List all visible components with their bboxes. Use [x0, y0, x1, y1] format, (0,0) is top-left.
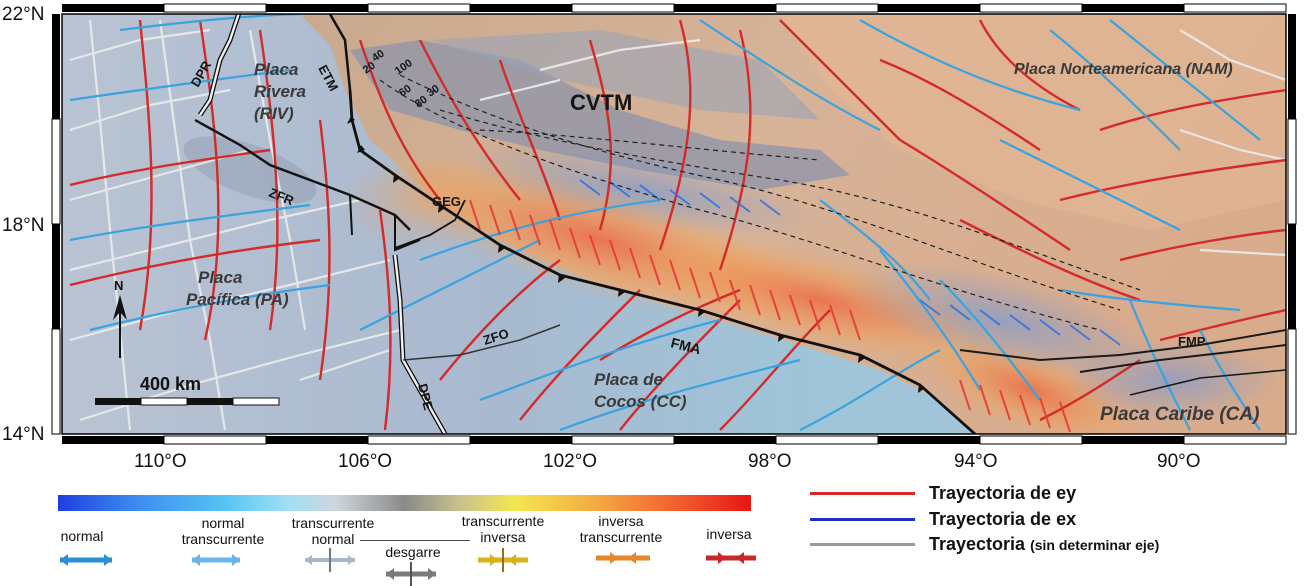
ey-trajectories — [69, 19, 1286, 431]
normal-arrow-icon — [60, 554, 112, 566]
label-rivera-1: Placa — [254, 60, 298, 79]
lon-label-102o: 102°O — [543, 451, 598, 472]
regime-label-inversa-transcurrente: inversa transcurrente — [579, 513, 663, 545]
inversa-transcurrente-arrow-icon — [596, 552, 650, 564]
label-caribe: Placa Caribe (CA) — [1100, 404, 1259, 425]
transcurrente-inversa-arrow-icon — [478, 548, 528, 572]
label-pacifica-2: Pacífica (PA) — [186, 290, 289, 309]
scale-bar: 400 km — [95, 374, 280, 406]
regime-label-inversa: inversa — [706, 526, 752, 542]
fmp-fault-2 — [1079, 344, 1286, 373]
lon-label-110o: 110°O — [134, 451, 187, 472]
undetermined-label-main: Trayectoria — [929, 533, 1026, 554]
contour-label-40: 40 — [370, 48, 387, 65]
ex-line-swatch — [810, 517, 915, 521]
label-cocos-1: Placa de — [594, 370, 663, 389]
lon-label-94o: 94°O — [954, 451, 998, 472]
contour-label-80: 80 — [413, 94, 430, 111]
legend-row-ex: Trayectoria de ex — [810, 506, 1076, 532]
scale-label: 400 km — [140, 374, 201, 394]
lon-label-90o: 90°O — [1157, 451, 1201, 472]
label-fmp: FMP — [1178, 334, 1206, 349]
compressive-indicators — [469, 199, 1071, 433]
extensional-indicators — [579, 179, 1121, 346]
undetermined-label: Trayectoria (sin determinar eje) — [929, 534, 1159, 555]
map-panel: 22°N 18°N 14°N 110°O 106°O 102°O 98°O 94… — [2, 3, 1297, 472]
dpr-ridge — [199, 14, 240, 116]
ex-label: Trayectoria de ex — [929, 508, 1077, 529]
north-arrow-icon: N — [113, 278, 127, 358]
label-cvtm: CVTM — [570, 90, 632, 115]
label-norteamericana: Placa Norteamericana (NAM) — [1014, 61, 1233, 78]
label-rivera-3: (RIV) — [254, 104, 294, 123]
regime-label-desgarre: desgarre — [385, 544, 441, 560]
undetermined-label-note: (sin determinar eje) — [1030, 536, 1160, 553]
regime-color-bar — [58, 495, 751, 511]
slab-depth-contours — [379, 74, 1141, 331]
label-rivera-2: Rivera — [254, 82, 306, 101]
frame-ticks — [51, 3, 1297, 445]
legend-row-ey: Trayectoria de ey — [810, 480, 1076, 506]
undetermined-line-swatch — [810, 542, 915, 546]
label-fma: FMA — [669, 334, 702, 357]
legend-row-undetermined: Trayectoria (sin determinar eje) — [810, 531, 1159, 557]
zfo-fault — [402, 324, 561, 361]
label-dpe: DPE — [415, 382, 436, 412]
lat-label-14n: 14°N — [2, 424, 45, 445]
regime-label-normal-transcurrente: normal transcurrente — [181, 515, 265, 547]
ey-line-swatch — [810, 491, 915, 495]
lat-label-22n: 22°N — [2, 4, 45, 25]
contour-label-30: 30 — [425, 83, 442, 100]
label-pacifica-1: Placa — [198, 268, 242, 287]
lon-label-106o: 106°O — [338, 451, 393, 472]
transcurrente-normal-arrow-icon — [305, 548, 355, 572]
lat-label-18n: 18°N — [2, 215, 45, 236]
inversa-arrow-icon — [706, 552, 756, 564]
ey-label: Trayectoria de ey — [929, 482, 1077, 503]
contour-label-60: 60 — [397, 83, 414, 100]
regime-label-normal: normal — [60, 528, 104, 544]
stress-trajectory-map: Placa Rivera (RIV) Placa Pacífica (PA) P… — [51, 3, 1297, 445]
regime-label-transcurrente-inversa: transcurrente inversa — [461, 513, 545, 545]
label-cocos-2: Cocos (CC) — [594, 392, 687, 411]
desgarre-arrow-icon — [386, 562, 436, 586]
etm-boundary — [328, 14, 352, 91]
lon-label-98o: 98°O — [748, 451, 792, 472]
fmp-fault-1 — [959, 329, 1286, 362]
normal-transcurrente-arrow-icon — [192, 554, 240, 566]
regime-arrow-symbols — [60, 540, 756, 586]
regime-label-transcurrente-normal: transcurrente normal — [291, 515, 375, 547]
contour-label-20: 20 — [361, 60, 378, 77]
label-geg: GEG — [432, 194, 461, 209]
north-label: N — [114, 278, 123, 293]
